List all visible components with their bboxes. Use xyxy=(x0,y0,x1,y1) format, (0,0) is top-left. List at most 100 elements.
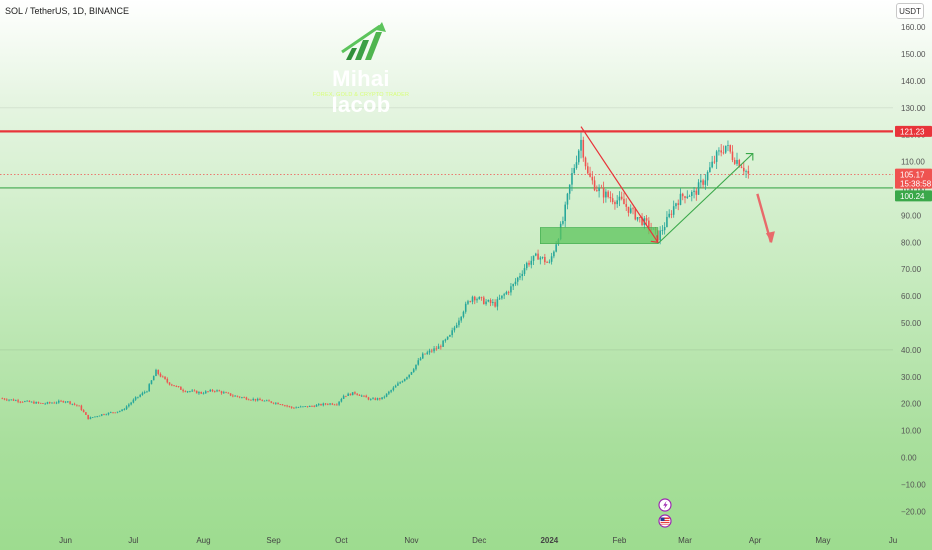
candle xyxy=(397,381,399,386)
candle xyxy=(539,256,542,265)
candle xyxy=(537,249,539,260)
candle xyxy=(297,406,300,409)
candle xyxy=(186,390,189,394)
candle xyxy=(279,403,282,405)
candle xyxy=(598,184,600,198)
y-tick-label: 90.00 xyxy=(901,211,922,220)
y-tick-label: 20.00 xyxy=(901,400,922,409)
candle xyxy=(727,140,729,152)
up-trendline[interactable] xyxy=(657,153,754,245)
candle xyxy=(733,157,736,165)
candle xyxy=(53,401,56,404)
candle xyxy=(467,299,469,305)
x-tick-label: Apr xyxy=(749,536,762,545)
candles-layer xyxy=(1,132,750,420)
candle xyxy=(663,222,666,235)
candle xyxy=(677,199,680,211)
x-tick-label: Oct xyxy=(335,536,348,545)
candle xyxy=(498,294,501,300)
candle xyxy=(78,405,80,407)
candle xyxy=(591,171,594,185)
candle xyxy=(311,405,313,407)
candle xyxy=(485,299,487,306)
candle xyxy=(134,396,137,401)
candle xyxy=(80,404,83,411)
candle xyxy=(417,357,420,366)
candle xyxy=(428,348,431,355)
candle xyxy=(64,401,67,404)
candle xyxy=(577,149,580,165)
candle xyxy=(123,408,126,411)
candle xyxy=(609,191,612,203)
candle xyxy=(21,401,24,403)
candle xyxy=(605,189,607,203)
candle xyxy=(426,350,429,355)
candle xyxy=(440,344,442,350)
candle xyxy=(544,253,546,265)
candle xyxy=(632,206,634,215)
candle xyxy=(532,255,535,265)
candle xyxy=(227,392,230,394)
candle xyxy=(711,155,713,169)
candle xyxy=(148,382,151,392)
candle xyxy=(8,399,10,402)
candle xyxy=(455,322,458,329)
candle xyxy=(460,316,462,323)
candle xyxy=(247,398,250,401)
candle xyxy=(236,395,239,398)
candle xyxy=(304,406,306,408)
x-tick-label: Mar xyxy=(678,536,692,545)
candle xyxy=(195,390,198,394)
demand-zone[interactable] xyxy=(540,227,659,244)
candle xyxy=(114,412,117,414)
candle xyxy=(514,278,517,286)
candle xyxy=(435,346,438,351)
candle xyxy=(324,403,327,406)
candle xyxy=(625,198,628,211)
candle xyxy=(704,174,707,190)
candle xyxy=(44,402,47,405)
candle xyxy=(446,336,449,341)
candle xyxy=(73,402,76,406)
candle xyxy=(166,377,169,384)
bar-countdown: 15:38:58 xyxy=(900,180,932,189)
candle xyxy=(541,256,544,260)
candle xyxy=(510,283,512,296)
candle xyxy=(424,353,426,355)
candle xyxy=(530,256,533,269)
down-trendline[interactable] xyxy=(580,126,659,243)
candle xyxy=(168,382,171,386)
y-tick-label: 110.00 xyxy=(901,158,925,167)
candle xyxy=(132,398,135,404)
candle xyxy=(415,364,417,371)
candle xyxy=(607,190,609,199)
candle xyxy=(281,404,284,406)
candle xyxy=(623,192,625,205)
currency-selector-button[interactable]: USDT xyxy=(896,3,924,19)
candle xyxy=(634,207,637,221)
candle xyxy=(379,397,381,401)
candle xyxy=(473,295,476,305)
candle xyxy=(100,414,103,417)
candle xyxy=(12,398,15,401)
candle xyxy=(98,415,101,417)
candle xyxy=(345,395,347,398)
candle xyxy=(372,397,374,400)
candle xyxy=(421,352,424,360)
x-tick-label: Feb xyxy=(613,536,627,545)
event-icons xyxy=(658,498,672,528)
candle xyxy=(250,399,252,401)
candle xyxy=(385,393,388,398)
candle xyxy=(681,192,684,201)
candle xyxy=(89,416,92,420)
candle xyxy=(288,405,291,408)
candle xyxy=(69,400,71,405)
candle xyxy=(351,392,354,396)
candle xyxy=(618,191,621,207)
candle xyxy=(383,395,386,399)
candle xyxy=(550,252,553,265)
candle xyxy=(207,391,209,393)
